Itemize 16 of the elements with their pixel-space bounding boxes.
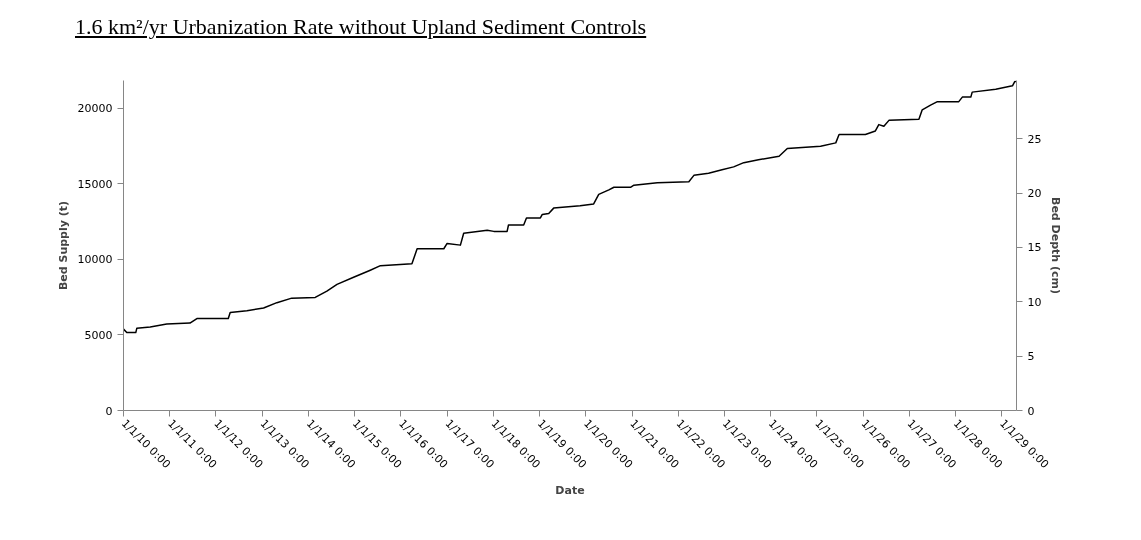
x-axis-title: Date [555,483,585,497]
line-series [123,80,1017,334]
chart-title: 1.6 km²/yr Urbanization Rate without Upland Sediment Controls [75,14,647,39]
y2-axis-title: Bed Depth (cm) [1049,197,1063,294]
y-tick-label: 20000 [77,102,113,116]
y2-tick-label: 15 [1027,241,1042,255]
y-tick-label: 10000 [77,253,113,267]
y2-tick-label: 20 [1027,187,1042,201]
y2-tick-label: 10 [1027,295,1042,309]
y-axis-title: Bed Supply (t) [56,200,70,291]
y-tick-label: 15000 [77,177,113,191]
y2-tick-label: 25 [1027,132,1042,146]
y2-tick-label: 5 [1027,350,1035,364]
y-tick-label: 5000 [84,328,113,342]
y2-tick-label: 0 [1027,404,1035,418]
y-tick-label: 0 [105,404,113,418]
